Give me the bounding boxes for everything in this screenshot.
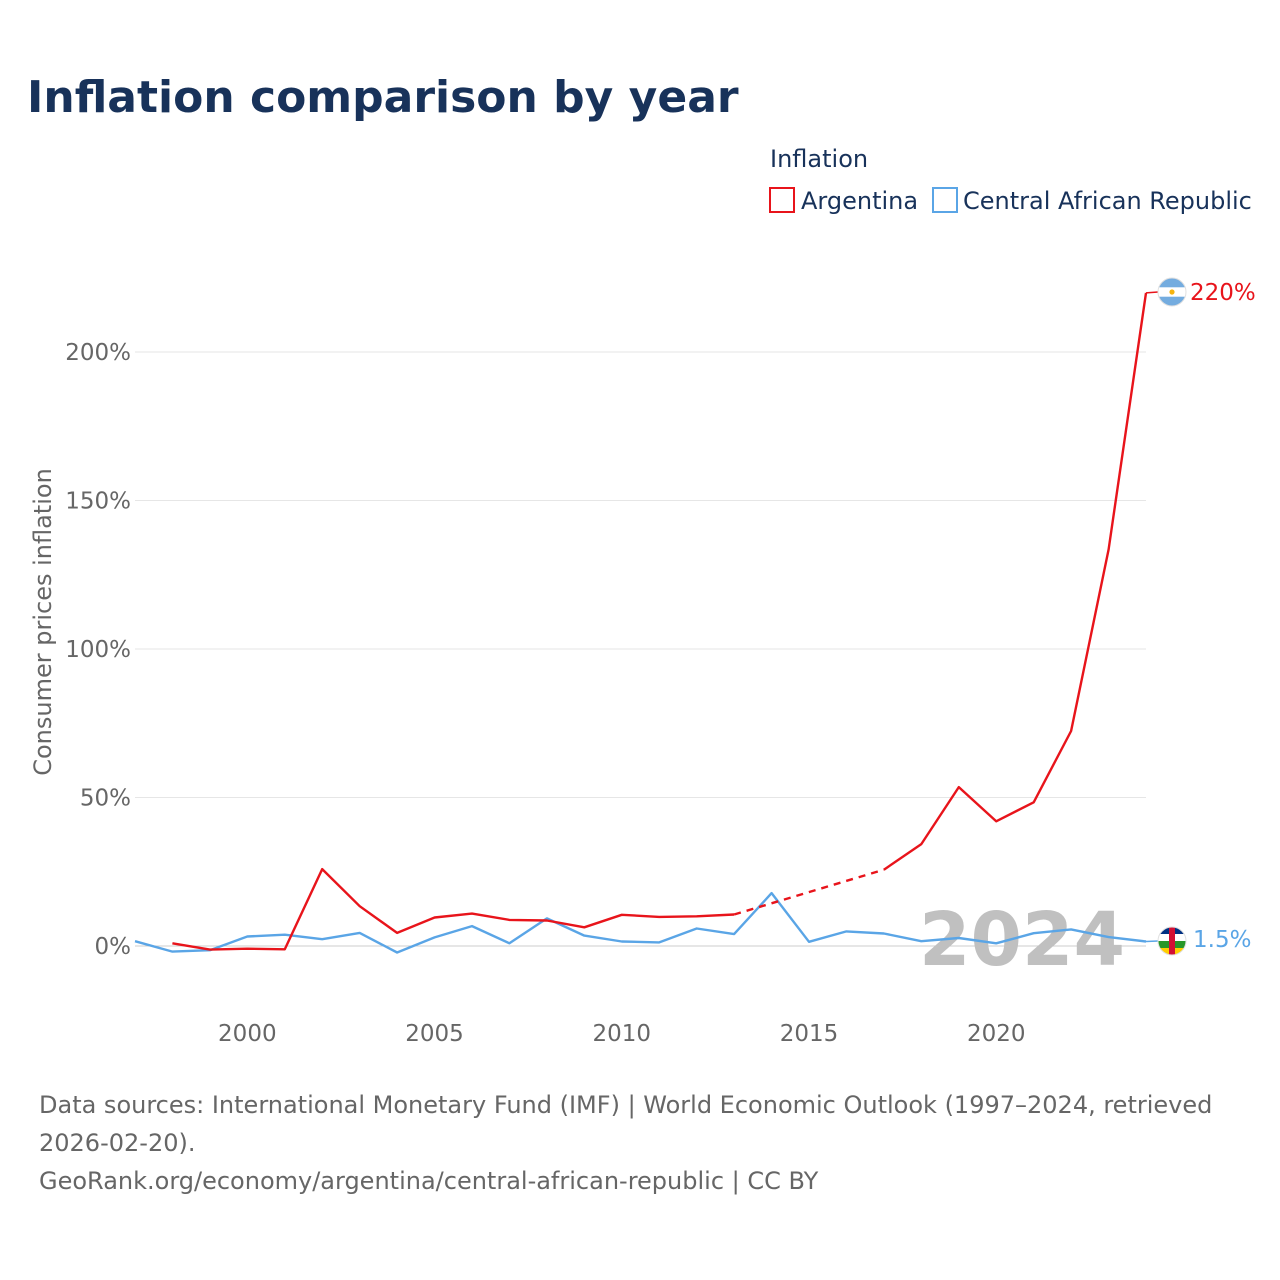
- credit-link[interactable]: GeoRank.org/economy/argentina/central-af…: [39, 1167, 819, 1195]
- series-lines: [134, 291, 1159, 954]
- inflation-line-chart: Inflation comparison by year Inflation A…: [27, 72, 1256, 1047]
- x-tick-label: 2010: [593, 1021, 652, 1047]
- series-line-central-african-republic: [134, 891, 1147, 954]
- series-line-argentina: [172, 867, 735, 951]
- legend-swatch-central-african-republic: [932, 187, 958, 213]
- y-tick-labels: 0% 50% 100% 150% 200%: [65, 340, 131, 960]
- central-african-republic-flag-icon: [1157, 926, 1187, 956]
- argentina-flag-icon: [1157, 277, 1187, 307]
- y-tick-label: 0%: [95, 934, 132, 960]
- legend-label-central-african-republic: Central African Republic: [963, 187, 1252, 215]
- x-tick-label: 2015: [780, 1021, 839, 1047]
- chart-title: Inflation comparison by year: [27, 72, 739, 123]
- argentina-end-marker: 220%: [1157, 277, 1256, 307]
- x-tick-label: 2005: [405, 1021, 464, 1047]
- data-sources: Data sources: International Monetary Fun…: [39, 1091, 1213, 1157]
- y-tick-label: 150%: [65, 489, 131, 515]
- series-line-argentina-estimate: [733, 868, 885, 916]
- argentina-end-connector: [1145, 291, 1159, 294]
- year-watermark: 2024: [919, 897, 1125, 983]
- argentina-end-label: 220%: [1190, 280, 1256, 306]
- car-end-label: 1.5%: [1193, 927, 1251, 953]
- legend-swatch-argentina: [769, 187, 795, 213]
- legend-label-argentina: Argentina: [801, 187, 918, 215]
- car-end-connector: [1145, 940, 1159, 943]
- y-tick-label: 200%: [65, 340, 131, 366]
- legend-item-central-african-republic[interactable]: Central African Republic: [932, 187, 1252, 215]
- chart-footer: Data sources: International Monetary Fun…: [39, 1086, 1249, 1200]
- x-tick-labels: 2000 2005 2010 2015 2020: [218, 1021, 1025, 1047]
- x-tick-label: 2000: [218, 1021, 277, 1047]
- x-tick-label: 2020: [967, 1021, 1026, 1047]
- legend-item-argentina[interactable]: Argentina: [769, 187, 918, 215]
- legend-title: Inflation: [770, 145, 868, 173]
- y-axis-label: Consumer prices inflation: [29, 468, 57, 776]
- grid-lines: [135, 351, 1146, 947]
- y-tick-label: 50%: [80, 786, 131, 812]
- y-tick-label: 100%: [65, 637, 131, 663]
- series-line-argentina: [883, 292, 1148, 871]
- car-end-marker: 1.5%: [1157, 926, 1251, 956]
